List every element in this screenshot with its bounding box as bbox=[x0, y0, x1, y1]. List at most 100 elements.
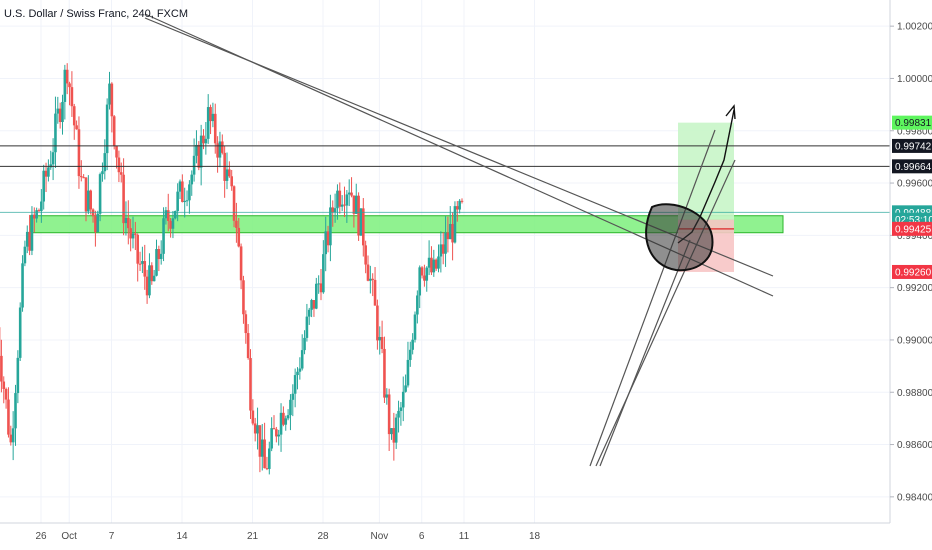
candle-down bbox=[138, 263, 142, 265]
candle-down bbox=[326, 231, 330, 246]
candle-up bbox=[30, 214, 34, 251]
candle-up bbox=[359, 208, 363, 236]
price-axis-label: 0.99664 bbox=[895, 162, 932, 173]
candle-up bbox=[185, 200, 189, 202]
candle-up bbox=[409, 349, 412, 360]
candle-down bbox=[75, 125, 78, 130]
candle-down bbox=[246, 333, 250, 359]
candle-up bbox=[188, 184, 191, 201]
candle-up bbox=[131, 233, 135, 239]
candle-up bbox=[385, 394, 389, 398]
candle-up bbox=[284, 418, 288, 425]
candle-up bbox=[35, 210, 38, 219]
candle-up bbox=[406, 359, 410, 386]
candle-down bbox=[451, 223, 454, 243]
candle-up bbox=[25, 231, 29, 247]
candle-up bbox=[336, 190, 339, 209]
candle-up bbox=[11, 428, 15, 443]
overlays-front bbox=[0, 13, 890, 467]
trendline-up-3 bbox=[599, 239, 691, 467]
candle-up bbox=[176, 191, 179, 212]
candle-up bbox=[307, 309, 311, 317]
price-tick-label: 1.00000 bbox=[897, 74, 932, 85]
candle-down bbox=[331, 207, 335, 213]
candle-up bbox=[340, 204, 344, 207]
candlestick-series bbox=[0, 63, 464, 475]
candle-up bbox=[63, 69, 67, 102]
candle-up bbox=[448, 223, 452, 240]
candle-up bbox=[260, 439, 264, 457]
candle-up bbox=[418, 267, 421, 296]
candle-up bbox=[300, 350, 304, 369]
time-tick-label: 28 bbox=[317, 531, 329, 542]
candle-down bbox=[2, 381, 6, 389]
candle-up bbox=[40, 201, 43, 212]
trendline-up-2 bbox=[595, 159, 736, 467]
candle-up bbox=[315, 283, 318, 309]
candle-up bbox=[174, 211, 177, 219]
candle-up bbox=[183, 201, 186, 203]
candle-up bbox=[390, 428, 393, 435]
candle-down bbox=[373, 279, 377, 306]
candle-down bbox=[84, 177, 88, 212]
candle-down bbox=[456, 206, 459, 210]
candle-down bbox=[380, 337, 384, 349]
candle-down bbox=[58, 108, 62, 123]
candle-down bbox=[282, 412, 285, 425]
candle-up bbox=[378, 337, 382, 341]
candle-up bbox=[148, 265, 151, 296]
candle-down bbox=[249, 358, 252, 411]
candle-down bbox=[460, 200, 464, 202]
candle-up bbox=[256, 425, 259, 434]
candle-up bbox=[427, 257, 431, 268]
candle-up bbox=[162, 218, 165, 254]
candle-up bbox=[413, 314, 417, 340]
chart-grid bbox=[0, 0, 890, 523]
price-tick-label: 0.98600 bbox=[897, 440, 932, 451]
candle-down bbox=[338, 190, 342, 207]
candle-down bbox=[253, 423, 257, 434]
candle-down bbox=[223, 152, 226, 181]
candle-up bbox=[322, 254, 325, 293]
candle-up bbox=[432, 259, 436, 273]
candle-down bbox=[232, 186, 236, 221]
candle-up bbox=[296, 371, 299, 376]
price-tick-label: 0.99600 bbox=[897, 179, 932, 190]
candle-up bbox=[152, 275, 156, 282]
candle-up bbox=[411, 339, 414, 350]
candle-down bbox=[136, 234, 139, 264]
candle-up bbox=[206, 107, 210, 139]
candle-up bbox=[61, 101, 64, 123]
candle-down bbox=[70, 87, 74, 107]
candle-down bbox=[362, 208, 365, 246]
candle-down bbox=[350, 192, 353, 196]
candle-up bbox=[439, 244, 443, 257]
candle-up bbox=[87, 190, 90, 212]
candle-down bbox=[209, 107, 212, 122]
price-tick-label: 1.00200 bbox=[897, 22, 932, 33]
candle-up bbox=[291, 393, 295, 400]
candle-down bbox=[122, 174, 125, 224]
candle-up bbox=[317, 283, 320, 285]
candle-up bbox=[51, 152, 55, 165]
candle-down bbox=[221, 141, 224, 153]
highlight-circle bbox=[645, 203, 714, 272]
price-axis-label: 0.99831 bbox=[895, 118, 932, 129]
candle-up bbox=[333, 208, 337, 213]
candle-down bbox=[392, 428, 396, 443]
candle-down bbox=[7, 399, 10, 435]
candle-down bbox=[357, 195, 360, 236]
price-axis-label-bg bbox=[892, 138, 932, 153]
candle-up bbox=[14, 393, 17, 429]
candle-up bbox=[399, 407, 403, 411]
candle-down bbox=[117, 157, 121, 173]
time-axis: 26 Oct 7 14 21 28 Nov 6 11 18 bbox=[0, 522, 890, 542]
candle-down bbox=[343, 204, 346, 206]
candle-up bbox=[394, 417, 398, 443]
candle-down bbox=[112, 116, 116, 147]
candle-up bbox=[164, 210, 168, 219]
price-axis: 1.00200 1.00000 0.99800 0.99600 0.99400 0.992… bbox=[889, 0, 932, 523]
candle-up bbox=[444, 232, 447, 254]
candle-up bbox=[369, 278, 372, 281]
